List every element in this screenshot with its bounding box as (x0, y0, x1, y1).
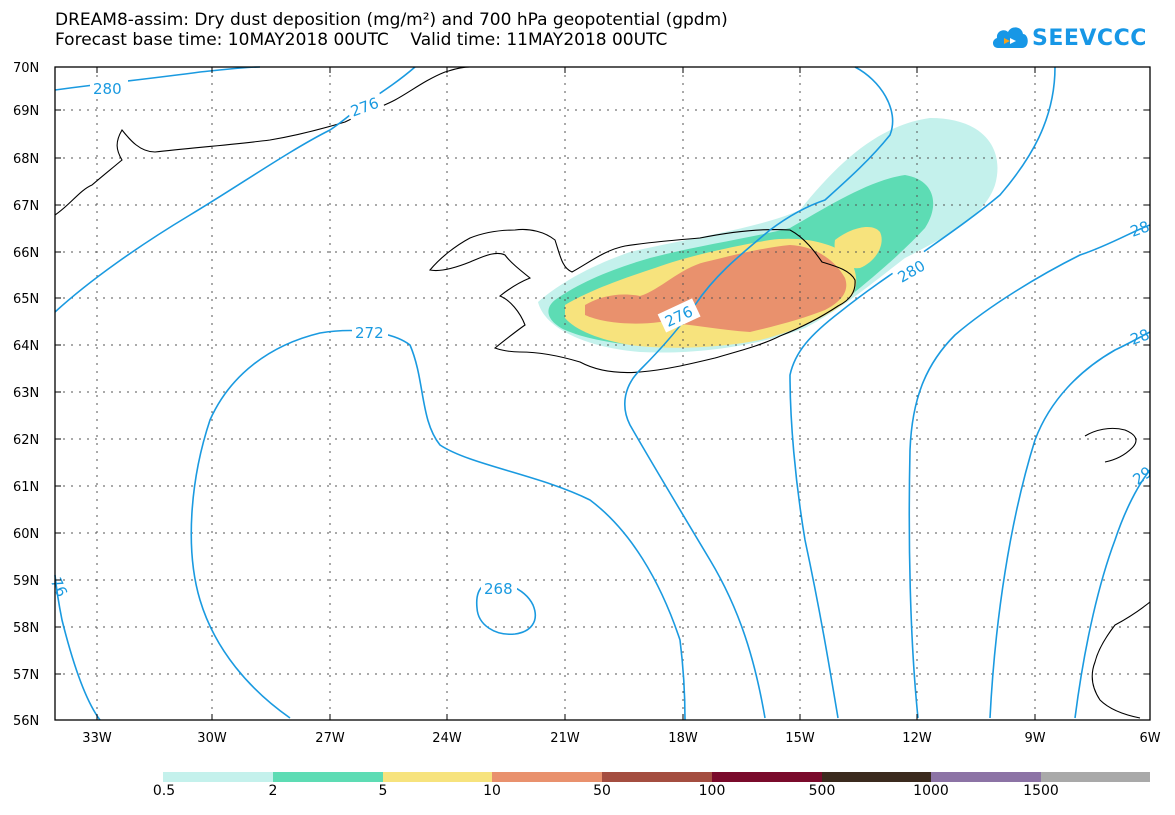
legend-swatch-1 (273, 772, 383, 782)
lat-label-70n: 70N (13, 61, 39, 76)
legend-label-7: 1000 (913, 783, 949, 799)
lat-label-62n: 62N (13, 433, 39, 448)
contour-label-28-ne: 28 (1128, 217, 1152, 240)
chart-title: DREAM8-assim: Dry dust deposition (mg/m²… (55, 10, 728, 30)
legend-swatch-4 (602, 772, 712, 782)
lat-label-66n: 66N (13, 246, 39, 261)
legend-label-3: 10 (483, 783, 501, 799)
lat-label-60n: 60N (13, 527, 39, 542)
legend-swatch-3 (492, 772, 602, 782)
legend-label-5: 100 (698, 783, 726, 799)
lat-label-58n: 58N (13, 621, 39, 636)
lat-label-57n: 57N (13, 668, 39, 683)
lat-label-61n: 61N (13, 480, 39, 495)
legend-label-4: 50 (593, 783, 611, 799)
legend-swatch-5 (712, 772, 822, 782)
latitude-labels: 70N 69N 68N 67N 66N 65N 64N 63N 62N 61N … (13, 61, 39, 729)
map-frame (54, 66, 1151, 721)
legend-label-2: 5 (378, 783, 388, 799)
lon-label-24w: 24W (432, 731, 462, 746)
legend-swatch-7 (931, 772, 1041, 782)
legend-label-0: 0.5 (152, 783, 176, 799)
legend-swatch-8 (1041, 772, 1150, 782)
lat-label-59n: 59N (13, 574, 39, 589)
seevccc-logo: SEEVCCC (990, 20, 1146, 56)
dust-area-orange (585, 245, 847, 332)
lon-label-6w: 6W (1139, 731, 1160, 746)
lat-label-67n: 67N (13, 199, 39, 214)
lon-label-33w: 33W (82, 731, 112, 746)
legend-label-1: 2 (268, 783, 278, 799)
legend-swatch-6 (822, 772, 931, 782)
lon-label-18w: 18W (668, 731, 698, 746)
iceland-coast (428, 228, 856, 374)
dust-area-yellow-east (834, 226, 882, 269)
lat-label-56n: 56N (13, 714, 39, 729)
legend-label-8: 1500 (1023, 783, 1059, 799)
longitude-labels: 33W 30W 27W 24W 21W 18W 15W 12W 9W 6W (82, 731, 1160, 746)
lat-label-64n: 64N (13, 339, 39, 354)
lat-label-65n: 65N (13, 292, 39, 307)
lat-label-69n: 69N (13, 104, 39, 119)
legend-label-6: 500 (808, 783, 836, 799)
lat-label-68n: 68N (13, 152, 39, 167)
greenland-coast (54, 66, 471, 216)
dust-shading-layer (538, 118, 998, 353)
contour-label-268: 268 (484, 580, 513, 598)
contour-label-28-e: 28 (1128, 325, 1152, 348)
scotland-coast (1091, 601, 1151, 719)
legend-swatch-0 (163, 772, 273, 782)
contour-label-272: 272 (355, 324, 384, 342)
geopotential-contours (54, 66, 1151, 721)
lon-label-15w: 15W (785, 731, 815, 746)
lat-label-63n: 63N (13, 386, 39, 401)
logo-text: SEEVCCC (1032, 26, 1147, 51)
lon-label-9w: 9W (1024, 731, 1045, 746)
faroe-coast (1084, 427, 1137, 463)
lon-label-30w: 30W (197, 731, 227, 746)
ticks (55, 67, 1150, 720)
contour-label-280-nw: 280 (93, 80, 122, 98)
lon-label-27w: 27W (315, 731, 345, 746)
lon-label-12w: 12W (902, 731, 932, 746)
legend-swatch-2 (383, 772, 492, 782)
chart-subtitle: Forecast base time: 10MAY2018 00UTC Vali… (55, 30, 668, 50)
lon-label-21w: 21W (550, 731, 580, 746)
cloud-icon (992, 27, 1028, 48)
coastlines (54, 66, 1151, 719)
